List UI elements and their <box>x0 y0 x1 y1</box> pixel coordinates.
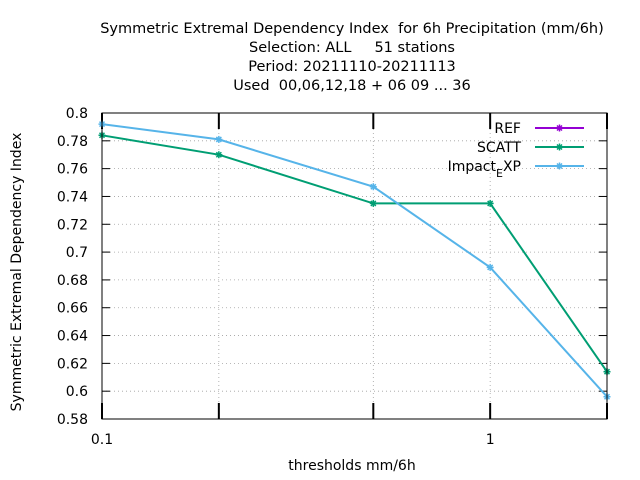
x-axis-label: thresholds mm/6h <box>288 458 415 474</box>
x-tick-label: 1 <box>486 432 495 448</box>
y-tick-label: 0.8 <box>66 106 88 122</box>
data-point-impact <box>215 135 223 143</box>
legend-label-impact: ImpactEXP <box>448 159 521 180</box>
legend-marker-scatt <box>556 143 563 151</box>
y-tick-label: 0.6 <box>66 384 88 400</box>
data-point-scatt <box>369 199 377 207</box>
data-point-scatt <box>215 151 223 159</box>
grid-lines <box>102 113 607 419</box>
x-tick-label: 0.1 <box>91 432 113 448</box>
series-line-impact <box>101 123 608 398</box>
y-tick-label: 0.64 <box>57 329 88 345</box>
y-tick-label: 0.7 <box>66 245 88 261</box>
title-line-4: Used 00,06,12,18 + 06 09 ... 36 <box>233 78 471 94</box>
title-line-1: Symmetric Extremal Dependency Index for … <box>100 21 604 37</box>
y-tick-label: 0.62 <box>57 356 88 372</box>
series-layer <box>98 120 611 401</box>
legend: REF SCATT ImpactEXP <box>448 121 584 180</box>
y-axis-label: Symmetric Extremal Dependency Index <box>9 133 25 412</box>
data-point-impact <box>486 263 494 271</box>
title-line-3: Period: 20211110-20211113 <box>248 59 456 75</box>
y-tick-label: 0.58 <box>57 412 88 428</box>
legend-label-ref: REF <box>494 121 521 137</box>
y-tick-label: 0.68 <box>57 273 88 289</box>
y-tick-label: 0.76 <box>57 162 88 178</box>
y-tick-label: 0.66 <box>57 301 88 317</box>
y-tick-label: 0.72 <box>57 217 88 233</box>
y-tick-label: 0.78 <box>57 134 88 150</box>
legend-marker-ref <box>556 124 563 132</box>
data-point-scatt <box>486 199 494 207</box>
legend-label-scatt: SCATT <box>477 140 521 156</box>
legend-marker-impact <box>556 162 563 170</box>
data-point-impact <box>369 183 377 191</box>
y-tick-label: 0.74 <box>57 189 88 205</box>
title-line-2: Selection: ALL 51 stations <box>249 40 455 56</box>
chart-title: Symmetric Extremal Dependency Index for … <box>100 21 604 94</box>
plot-frame <box>101 112 608 420</box>
series-line-scatt <box>101 134 608 373</box>
axis-ticks: 0.58 0.6 0.62 0.64 0.66 0.68 0.7 0.72 0.74 0.76 0.… <box>57 106 608 448</box>
